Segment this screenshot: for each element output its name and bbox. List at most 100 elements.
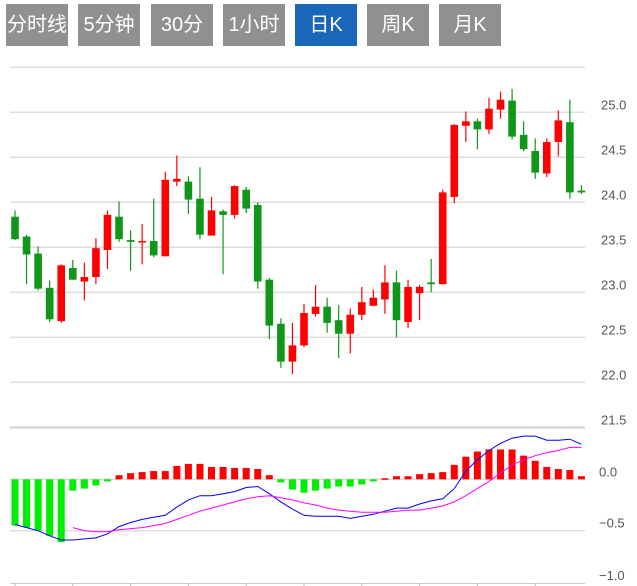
candle-body xyxy=(115,216,123,240)
macd-histogram-bar xyxy=(427,473,435,480)
macd-histogram-bar xyxy=(242,467,250,480)
candle xyxy=(462,111,470,142)
macd-histogram-bar xyxy=(173,465,181,480)
macd-histogram-bar xyxy=(161,471,169,480)
candle xyxy=(161,171,170,257)
macd-histogram-bar xyxy=(450,464,458,480)
y-tick-label: 24.5 xyxy=(601,142,626,157)
tab-5min[interactable]: 5分钟 xyxy=(78,4,140,46)
macd-histogram-bar xyxy=(254,469,262,480)
candle-body xyxy=(288,345,297,362)
candle xyxy=(288,322,297,375)
candle xyxy=(392,270,401,338)
macd-histogram-bar xyxy=(184,463,192,480)
candle xyxy=(11,210,19,241)
candle-body xyxy=(438,192,447,285)
candle xyxy=(242,187,250,214)
tab-1hour[interactable]: 1小时 xyxy=(223,4,285,46)
macd-histogram-bar xyxy=(265,475,273,480)
candle xyxy=(149,198,158,258)
y-tick-label: 22.5 xyxy=(601,322,626,337)
candle-body xyxy=(311,306,320,314)
candle xyxy=(438,189,447,285)
macd-y-tick-label: −1.0 xyxy=(599,568,625,583)
macd-histogram-bar xyxy=(46,479,54,536)
macd-y-tick-label: 0.0 xyxy=(599,464,617,479)
candle-body xyxy=(404,286,412,322)
candle-body xyxy=(473,121,482,130)
macd-histogram-bar xyxy=(23,479,31,528)
candle xyxy=(450,124,459,204)
y-tick-label: 25.0 xyxy=(601,97,626,112)
candle-body xyxy=(300,313,308,346)
candle-body xyxy=(80,277,89,282)
candle xyxy=(253,202,262,289)
candle xyxy=(230,185,239,219)
macd-histogram-bar xyxy=(34,479,42,531)
candle xyxy=(369,289,378,306)
candle-body xyxy=(196,198,204,235)
candle-body xyxy=(184,181,193,200)
tab-30min[interactable]: 30分钟 xyxy=(151,4,213,78)
candle xyxy=(542,138,551,178)
macd-histogram-bar xyxy=(80,479,88,489)
candle xyxy=(473,118,482,150)
candle-body xyxy=(253,205,262,282)
candle xyxy=(265,277,274,340)
candle-body xyxy=(219,211,227,215)
candle-body xyxy=(92,248,100,277)
macd-histogram-bar xyxy=(69,479,77,491)
candle xyxy=(115,201,123,242)
macd-histogram-bar xyxy=(277,479,285,483)
candle-body xyxy=(508,100,516,137)
period-tabs: 分时线 5分钟 30分钟 1小时 日K 周K 月K xyxy=(0,0,637,78)
candle-body xyxy=(485,108,493,130)
candle xyxy=(69,259,77,280)
macd-histogram-bar xyxy=(103,479,111,482)
tab-daily-k[interactable]: 日K xyxy=(295,4,357,46)
candle-body xyxy=(22,236,31,255)
tab-timeline[interactable]: 分时线 xyxy=(6,4,68,46)
candle-body xyxy=(358,302,366,315)
macd-y-tick-label: −0.5 xyxy=(599,516,625,531)
tab-weekly-k[interactable]: 周K xyxy=(367,4,429,46)
candle-body xyxy=(369,297,378,306)
macd-histogram-bar xyxy=(381,478,389,480)
macd-histogram-bar xyxy=(115,475,123,480)
candle-body xyxy=(427,282,435,285)
macd-histogram-bar xyxy=(404,476,412,480)
candle xyxy=(485,97,493,134)
macd-histogram-bar xyxy=(392,476,400,480)
macd-histogram-bar xyxy=(150,471,158,480)
candle xyxy=(346,308,355,354)
candle-body xyxy=(265,279,274,326)
candle-body xyxy=(173,178,181,182)
candle xyxy=(415,285,424,321)
candle-body xyxy=(69,268,77,280)
candle xyxy=(519,121,528,151)
tab-monthly-k[interactable]: 月K xyxy=(439,4,501,46)
macd-histogram-bar xyxy=(543,466,551,480)
candle xyxy=(358,286,366,321)
candle xyxy=(381,265,389,314)
y-tick-label: 24.0 xyxy=(601,187,626,202)
macd-histogram-bar xyxy=(312,479,320,491)
candle-body xyxy=(346,314,355,334)
y-tick-label: 22.0 xyxy=(601,367,626,382)
macd-histogram-bar xyxy=(196,463,204,480)
y-tick-label: 23.5 xyxy=(601,232,626,247)
candle-body xyxy=(323,306,331,323)
candle xyxy=(577,185,586,195)
macd-histogram-bar xyxy=(416,474,424,480)
candle-body xyxy=(450,124,459,197)
macd-histogram-bar xyxy=(473,451,481,480)
macd-histogram-bar xyxy=(300,479,308,493)
candle-body xyxy=(554,120,563,142)
macd-histogram-bar xyxy=(346,479,354,487)
candle xyxy=(34,246,42,291)
macd-histogram-bar xyxy=(231,467,239,480)
macd-histogram-bar xyxy=(577,476,585,480)
candle xyxy=(427,259,435,293)
macd-histogram-bar xyxy=(323,479,331,489)
